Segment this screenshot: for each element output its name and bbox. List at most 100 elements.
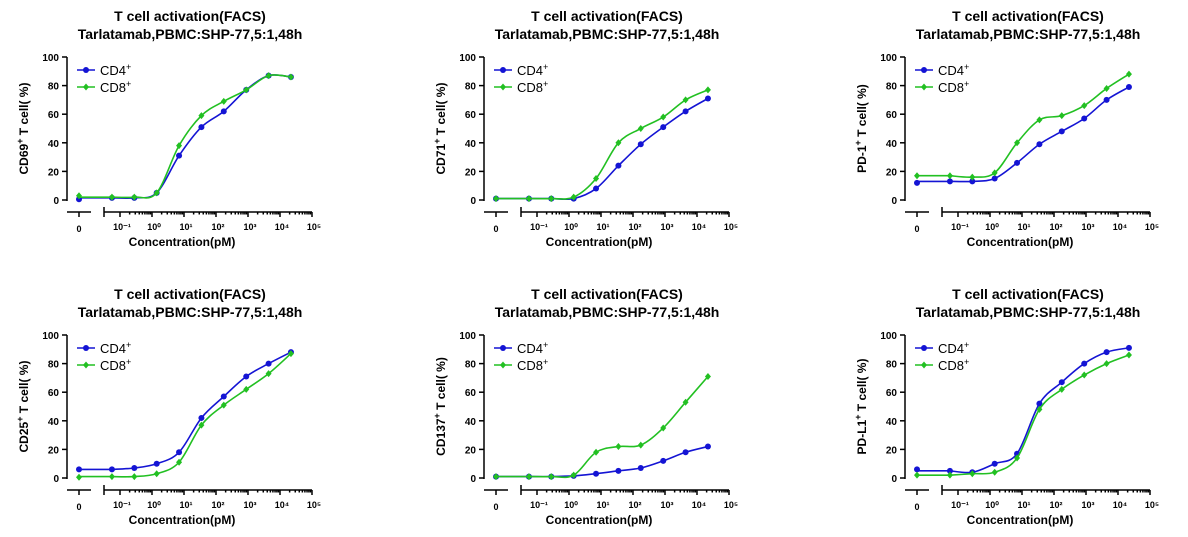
legend-marker [500, 361, 506, 369]
chart-subtitle: Tarlatamab,PBMC:SHP-77,5:1,48h [495, 26, 720, 42]
data-point [593, 185, 600, 192]
x-tick-label: 10³ [1081, 500, 1094, 510]
legend-marker [83, 361, 89, 369]
legend-label: CD8+ [100, 357, 131, 373]
data-point [704, 95, 711, 102]
data-point [243, 385, 250, 393]
data-point [637, 464, 644, 471]
data-point [1081, 102, 1088, 110]
x-tick-label: 10³ [243, 222, 256, 232]
data-point [682, 96, 689, 104]
series-line-cd4 [496, 445, 709, 478]
y-tick-label: 80 [886, 360, 898, 371]
data-point [704, 372, 711, 380]
data-point [969, 470, 976, 478]
data-point [220, 401, 227, 409]
data-point [1081, 360, 1088, 367]
x-tick-label: 10³ [243, 500, 256, 510]
x-tick-label: 0 [493, 502, 498, 512]
y-tick-label: 40 [465, 139, 477, 150]
data-point [220, 393, 227, 400]
chart-panel-5: T cell activation(FACS) Tarlatamab,PBMC:S… [432, 286, 738, 527]
data-point [108, 473, 115, 481]
data-point [265, 360, 272, 367]
x-tick-label: 0 [914, 224, 919, 234]
data-point [265, 370, 272, 378]
legend-marker [921, 67, 927, 73]
data-point [287, 350, 294, 358]
chart-title: T cell activation(FACS) [114, 286, 266, 302]
data-point [131, 193, 138, 201]
y-tick-label: 100 [880, 53, 897, 64]
x-tick-label: 10² [628, 222, 641, 232]
data-point [1103, 96, 1110, 103]
data-point [176, 152, 183, 159]
y-axis-label: CD69+ T cell( %) [15, 83, 31, 175]
x-axis-label: Concentration(pM) [129, 513, 236, 527]
x-tick-label: 10¹ [179, 222, 192, 232]
data-point [1103, 84, 1110, 92]
y-tick-label: 100 [880, 331, 897, 342]
data-point [198, 124, 205, 131]
y-tick-label: 40 [48, 139, 60, 150]
y-axis-label: CD71+ T cell( %) [432, 83, 448, 175]
legend-label: CD8+ [517, 79, 548, 95]
data-point [660, 424, 667, 432]
legend-marker [83, 345, 89, 351]
x-tick-label: 10⁴ [692, 500, 706, 510]
data-point [108, 466, 115, 473]
data-point [1036, 400, 1043, 407]
data-point [176, 449, 183, 456]
x-tick-label: 0 [914, 502, 919, 512]
x-tick-label: 10⁻¹ [530, 222, 548, 232]
x-tick-label: 0 [76, 502, 81, 512]
data-point [525, 195, 532, 203]
data-point [1036, 405, 1043, 413]
legend-marker [921, 83, 927, 91]
chart-subtitle: Tarlatamab,PBMC:SHP-77,5:1,48h [78, 304, 303, 320]
data-point [660, 124, 667, 131]
data-point [1125, 344, 1132, 351]
x-tick-label: 10¹ [1017, 500, 1030, 510]
y-tick-label: 0 [891, 196, 897, 207]
legend-marker [921, 361, 927, 369]
legend-marker [921, 345, 927, 351]
data-point [570, 193, 577, 201]
data-point [615, 139, 622, 147]
chart-panel-2: T cell activation(FACS) Tarlatamab,PBMC:S… [432, 8, 738, 249]
y-tick-label: 60 [886, 388, 898, 399]
data-point [914, 466, 920, 473]
x-tick-label: 10⁻¹ [951, 500, 969, 510]
data-point [1125, 351, 1132, 359]
y-tick-label: 0 [470, 474, 476, 485]
data-point [198, 112, 205, 120]
data-point [1014, 139, 1021, 147]
legend-label: CD8+ [938, 79, 969, 95]
x-tick-label: 10⁻¹ [113, 222, 131, 232]
legend-label: CD4+ [517, 62, 548, 78]
data-point [493, 473, 499, 481]
y-axis-label: PD-L1+ T cell( %) [853, 359, 869, 455]
y-tick-label: 60 [48, 110, 60, 121]
data-point [615, 467, 622, 474]
y-tick-label: 0 [470, 196, 476, 207]
x-tick-label: 10¹ [1017, 222, 1030, 232]
x-tick-label: 10⁰ [985, 222, 999, 232]
data-point [198, 421, 205, 429]
x-tick-label: 10¹ [596, 500, 609, 510]
x-tick-label: 10⁵ [1145, 222, 1159, 232]
data-point [969, 173, 976, 181]
data-point [176, 142, 183, 150]
data-point [1014, 454, 1021, 462]
legend-label: CD4+ [938, 62, 969, 78]
data-point [914, 179, 920, 186]
x-tick-label: 10² [211, 222, 224, 232]
chart-panel-6: T cell activation(FACS) Tarlatamab,PBMC:S… [853, 286, 1159, 527]
data-point [946, 467, 953, 474]
data-point [76, 466, 82, 473]
y-tick-label: 20 [48, 445, 60, 456]
data-point [548, 195, 555, 203]
x-tick-label: 10⁰ [564, 222, 578, 232]
y-tick-label: 60 [465, 110, 477, 121]
chart-panel-3: T cell activation(FACS) Tarlatamab,PBMC:S… [853, 8, 1159, 249]
